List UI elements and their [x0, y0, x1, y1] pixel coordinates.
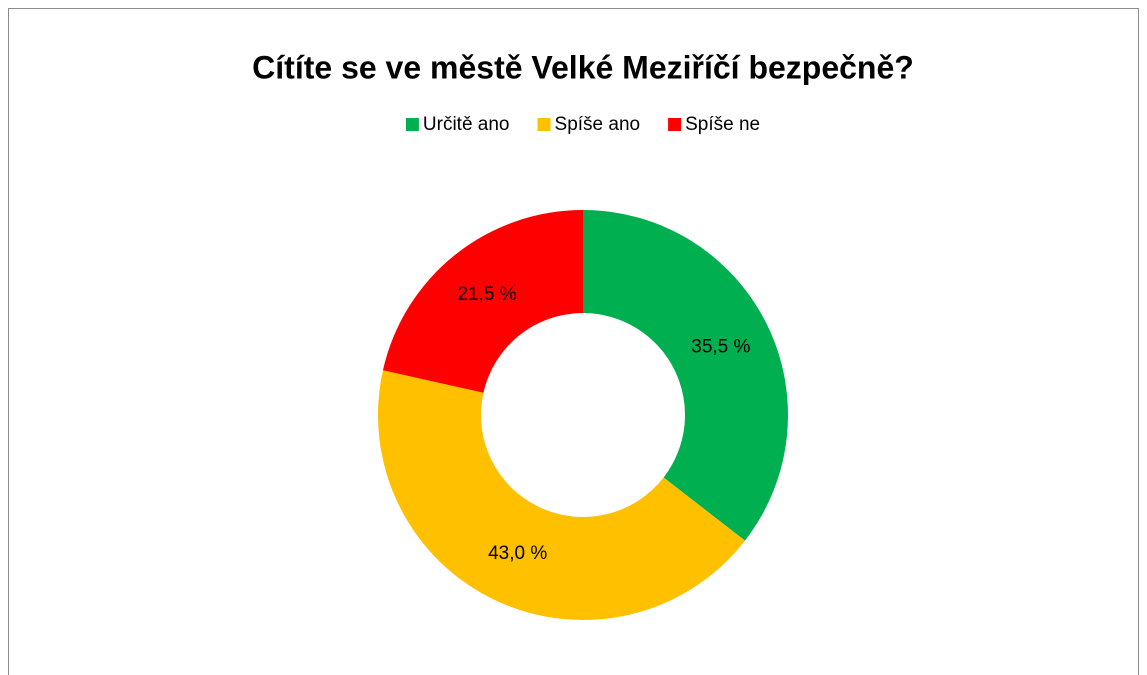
legend-label: Určitě ano [423, 114, 510, 135]
data-label: 43,0 % [488, 543, 547, 564]
legend-swatch [537, 118, 551, 131]
donut-slice [378, 370, 745, 620]
legend: Určitě ano Spíše ano Spíše ne [405, 114, 760, 135]
data-label: 35,5 % [691, 336, 750, 357]
legend-label: Spíše ne [685, 114, 760, 135]
legend-label: Spíše ano [555, 114, 641, 135]
legend-swatch [668, 118, 682, 131]
donut-slice [382, 210, 583, 393]
donut-slice [583, 210, 788, 541]
data-label: 21,5 % [457, 284, 516, 305]
legend-swatch [405, 118, 419, 131]
chart-title: Cítíte se ve městě Velké Meziříčí bezpeč… [252, 49, 914, 85]
